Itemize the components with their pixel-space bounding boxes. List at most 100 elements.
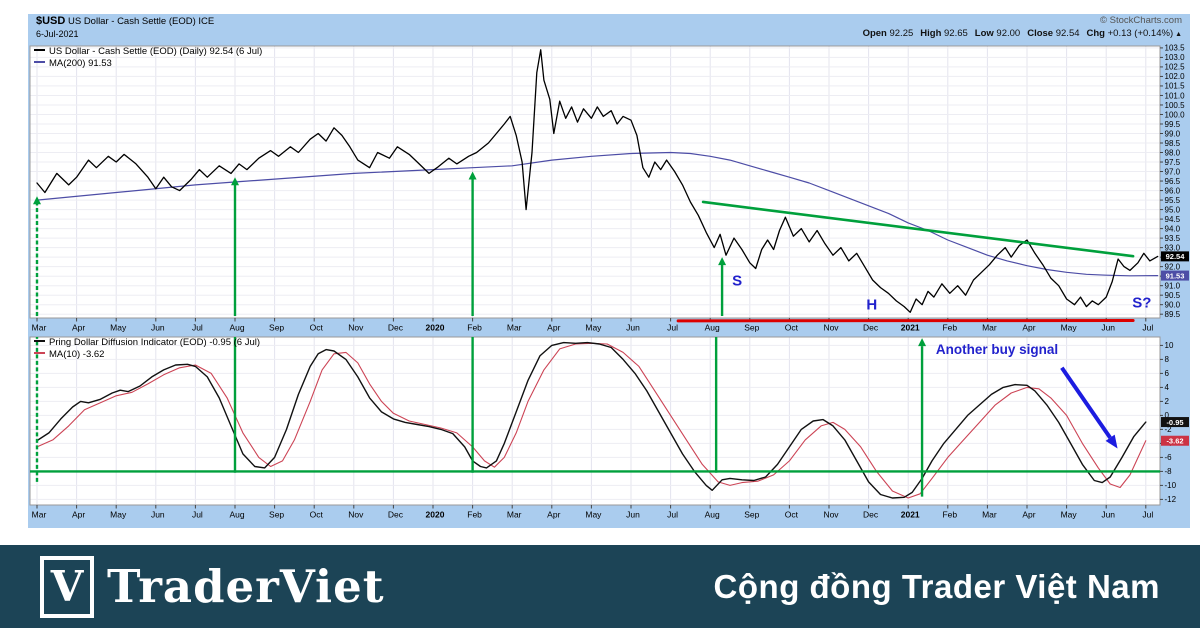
indicator-signal-arrowhead xyxy=(918,338,927,347)
last-price-box xyxy=(1161,251,1189,262)
ma10-value-box-text: -3.62 xyxy=(1166,437,1183,446)
x-axis-label: Sep xyxy=(744,510,759,520)
x-axis-label: Jun xyxy=(1101,510,1115,520)
x-axis-label: Apr xyxy=(547,323,560,333)
x-axis-label: Nov xyxy=(823,510,839,520)
x-axis-label: Aug xyxy=(229,510,244,520)
main-plot-border xyxy=(29,45,1161,319)
x-axis-label: Oct xyxy=(785,323,799,333)
x-axis-label: Sep xyxy=(269,323,284,333)
trendline-green xyxy=(701,200,1135,258)
y-axis-label: 2 xyxy=(1165,397,1170,406)
traderviet-logo: V xyxy=(40,555,94,618)
x-axis-label: Jul xyxy=(1142,510,1153,520)
price-legend: US Dollar - Cash Settle (EOD) (Daily) 92… xyxy=(34,46,262,69)
x-axis-label: Nov xyxy=(348,323,364,333)
chart-title: US Dollar - Cash Settle (EOD) ICE xyxy=(67,16,215,27)
x-axis-label: Aug xyxy=(229,323,244,333)
x-axis-label: May xyxy=(1061,323,1078,333)
x-axis-label: Apr xyxy=(72,323,85,333)
indicator-value-box xyxy=(1161,417,1189,428)
y-axis-label: 93.0 xyxy=(1165,243,1181,252)
blue-pointer-arrowhead xyxy=(1105,434,1118,449)
y-axis-label: 100.0 xyxy=(1165,110,1186,119)
indicator-plot-area xyxy=(30,337,1160,505)
y-axis-label: 101.5 xyxy=(1165,82,1186,91)
x-axis-label: Nov xyxy=(348,510,364,520)
x-axis-label: Jul xyxy=(667,323,678,333)
x-axis-label: Jul xyxy=(667,510,678,520)
x-axis-label: 2020 xyxy=(426,323,445,333)
y-axis-label: -8 xyxy=(1165,467,1173,476)
x-axis-label: Jun xyxy=(151,510,165,520)
x-axis-label: Feb xyxy=(942,510,957,520)
y-axis-label: -12 xyxy=(1165,495,1177,504)
y-axis-label: 0 xyxy=(1165,411,1170,420)
price-line xyxy=(36,49,1159,313)
ma200-line-swatch xyxy=(34,60,45,63)
hs-pattern-label: S? xyxy=(1132,295,1151,312)
x-axis-label: Dec xyxy=(388,510,404,520)
ticker-symbol: $USD xyxy=(36,15,66,27)
ohlc-quote-row: Open 92.25 High 92.65 Low 92.00 Close 92.54… xyxy=(856,28,1182,39)
stockcharts-watermark: © StockCharts.com xyxy=(1100,15,1182,26)
y-axis-label: 101.0 xyxy=(1165,91,1186,100)
quote-value: 92.00 xyxy=(993,28,1021,39)
x-axis-label: Oct xyxy=(310,510,324,520)
y-axis-label: -10 xyxy=(1165,481,1177,490)
y-axis-label: 90.0 xyxy=(1165,300,1181,309)
chart-header: $USD US Dollar - Cash Settle (EOD) ICE xyxy=(36,15,214,27)
price-line-swatch xyxy=(34,49,45,52)
quote-value: 92.65 xyxy=(941,28,968,39)
x-axis-label: May xyxy=(110,510,127,520)
change-up-arrow-icon: ▲ xyxy=(1173,31,1182,38)
x-axis-label: Jun xyxy=(1101,323,1115,333)
main-plot-area xyxy=(30,46,1160,318)
y-axis-label: 102.0 xyxy=(1165,72,1186,81)
x-axis-label: Jun xyxy=(626,323,640,333)
y-axis-label: 103.0 xyxy=(1165,53,1186,62)
quote-label: Low xyxy=(974,28,994,39)
y-axis-label: 100.5 xyxy=(1165,101,1186,110)
buy-signal-arrowhead xyxy=(468,171,477,180)
buy-signal-arrowhead xyxy=(33,196,41,205)
blue-pointer-arrow xyxy=(1060,366,1112,439)
x-axis-label: May xyxy=(585,510,602,520)
y-axis-label: 92.0 xyxy=(1165,262,1181,271)
y-axis-label: 90.5 xyxy=(1165,291,1181,300)
x-axis-label: Jun xyxy=(626,510,640,520)
y-axis-label: 10 xyxy=(1165,341,1174,350)
x-axis-label: Aug xyxy=(705,510,720,520)
x-axis-label: Mar xyxy=(32,510,47,520)
ma10-legend-line: MA(10) -3.62 xyxy=(34,349,260,361)
x-axis-label: Nov xyxy=(823,323,839,333)
ma200-line xyxy=(36,151,1159,277)
indicator-legend-label: Pring Dollar Diffusion Indicator (EOD) -… xyxy=(49,337,261,348)
brand-name: TraderViet xyxy=(107,560,385,613)
quote-label: Open xyxy=(862,28,887,39)
x-axis-label: Mar xyxy=(982,323,997,333)
y-axis-label: 103.5 xyxy=(1165,44,1186,53)
y-axis-label: 99.5 xyxy=(1165,120,1181,129)
x-axis-label: Dec xyxy=(863,510,879,520)
footer-banner: V TraderViet Cộng đồng Trader Việt Nam xyxy=(0,545,1200,628)
buy-signal-arrowhead xyxy=(718,257,727,266)
x-axis-label: Dec xyxy=(388,323,404,333)
logo-letter: V xyxy=(50,561,84,611)
buy-signal-text: Another buy signal xyxy=(936,342,1058,357)
y-axis-label: -6 xyxy=(1165,453,1173,462)
x-axis-label: Feb xyxy=(467,510,482,520)
x-axis-label: May xyxy=(1061,510,1078,520)
y-axis-label: 102.5 xyxy=(1165,63,1186,72)
ma10-legend-label: MA(10) -3.62 xyxy=(49,348,105,360)
y-axis-label: 8 xyxy=(1165,355,1170,364)
x-axis-label: Mar xyxy=(982,510,997,520)
x-axis-label: Jul xyxy=(192,323,203,333)
chart-date: 6-Jul-2021 xyxy=(36,29,79,39)
ma200-legend-label: MA(200) 91.53 xyxy=(49,57,112,69)
x-axis-label: Apr xyxy=(1022,510,1035,520)
x-axis-label: 2021 xyxy=(901,510,920,520)
x-axis-label: Jun xyxy=(151,323,165,333)
indicator-legend-line: Pring Dollar Diffusion Indicator (EOD) -… xyxy=(34,337,260,349)
y-axis-label: 98.0 xyxy=(1165,148,1181,157)
